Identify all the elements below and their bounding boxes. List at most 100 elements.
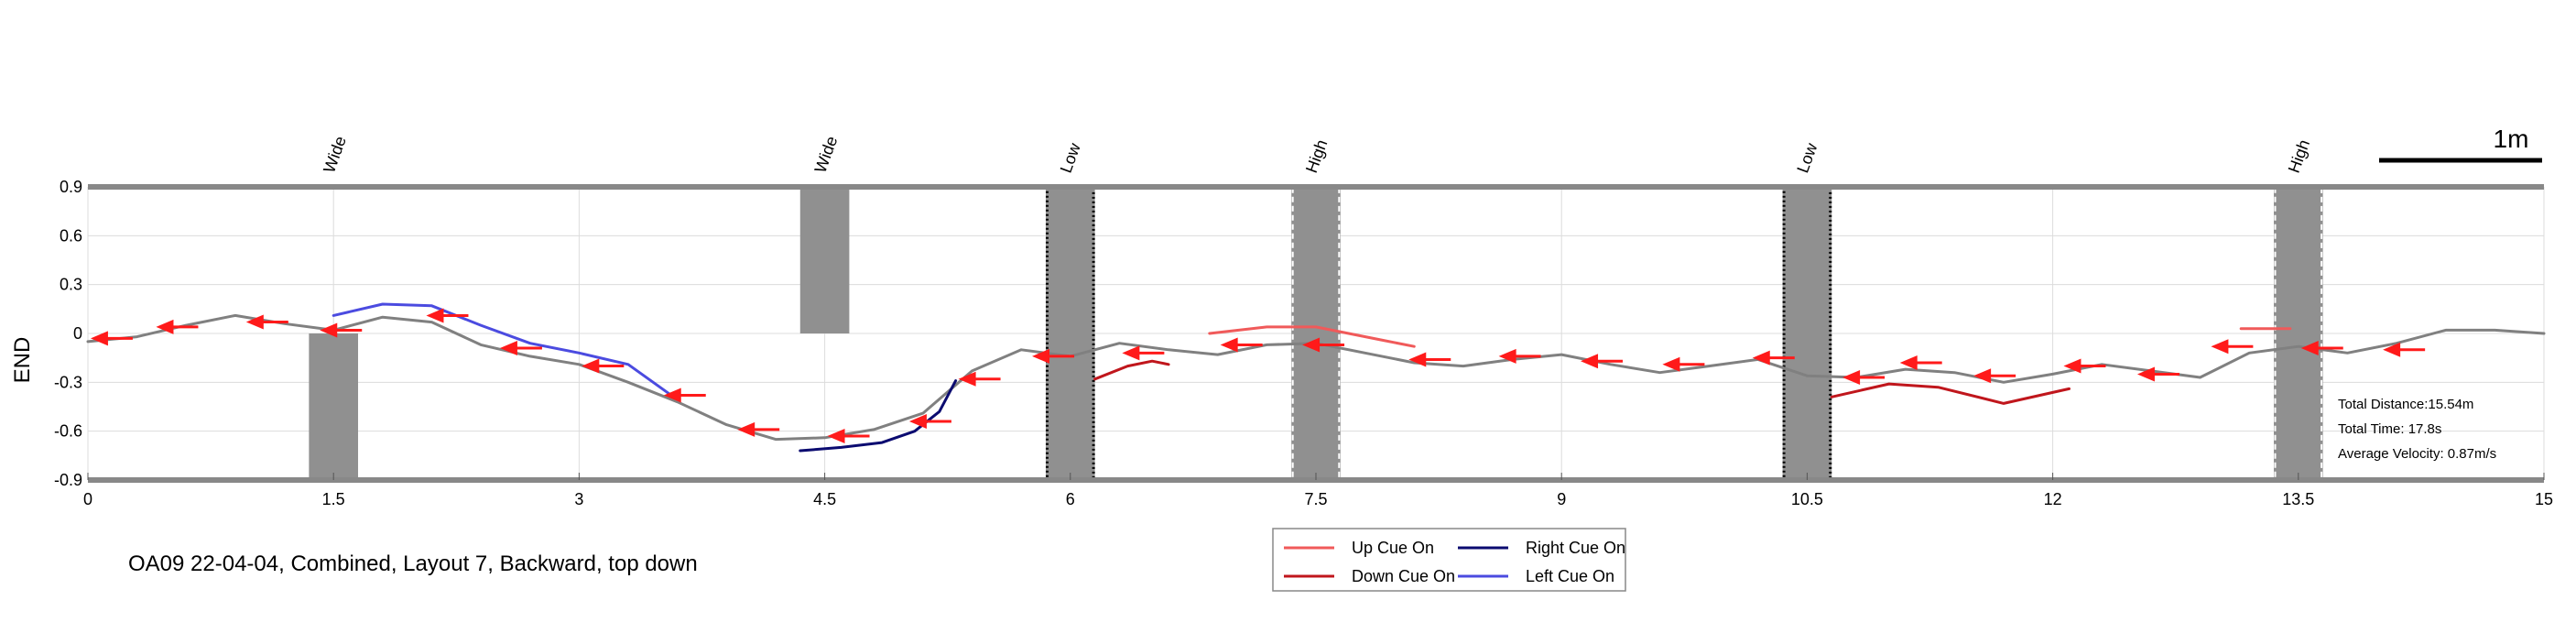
y-tick-label: 0.6	[60, 226, 82, 245]
direction-arrow	[2063, 358, 2106, 374]
y-tick-label: -0.9	[54, 471, 82, 489]
direction-arrow	[156, 319, 199, 334]
x-tick-label: 7.5	[1304, 490, 1327, 508]
direction-arrow	[1122, 345, 1165, 361]
arrow-head	[426, 308, 444, 323]
direction-arrow	[1842, 370, 1886, 385]
direction-arrow	[245, 314, 288, 330]
arrow-head	[1122, 345, 1140, 361]
obstacle-label: Wide	[811, 134, 842, 175]
series-line-down-cue-on	[1830, 382, 2071, 405]
direction-arrow	[1752, 350, 1795, 366]
figure-caption: OA09 22-04-04, Combined, Layout 7, Backw…	[128, 551, 698, 576]
obstacle-rect	[309, 333, 359, 480]
direction-arrow	[827, 429, 870, 443]
direction-arrow	[1899, 355, 1942, 370]
y-tick-label: 0.3	[60, 276, 82, 294]
legend-entry: Left Cue On	[1526, 567, 1614, 585]
arrow-head	[1899, 355, 1918, 370]
direction-arrows	[90, 308, 2426, 443]
x-tick-label: 4.5	[813, 490, 836, 508]
series-line-down-cue-on	[1093, 359, 1170, 381]
x-tick-label: 1.5	[322, 490, 345, 508]
arrow-head	[1662, 356, 1680, 372]
direction-arrow	[320, 322, 363, 338]
direction-arrow	[1662, 356, 1705, 372]
direction-arrow	[1032, 348, 1075, 364]
stat-line: Average Velocity: 0.87m/s	[2338, 446, 2496, 462]
series-line-right-cue-on	[799, 379, 958, 453]
obstacle-rect	[799, 187, 850, 333]
legend-entry: Right Cue On	[1526, 539, 1625, 557]
direction-arrow	[499, 341, 542, 355]
obstacle-rect	[1045, 187, 1095, 480]
arrow-head	[320, 322, 338, 338]
y-axis-label: END	[10, 337, 35, 384]
obstacle-rect	[1291, 187, 1341, 480]
arrow-head	[737, 421, 755, 437]
direction-arrow	[2383, 342, 2426, 357]
legend-entry: Up Cue On	[1352, 539, 1434, 557]
arrow-head	[156, 319, 174, 334]
direction-arrow	[582, 358, 625, 374]
arrow-head	[1032, 348, 1050, 364]
arrow-head	[2300, 341, 2319, 355]
obstacle-label: Low	[1057, 140, 1084, 176]
x-tick-label: 3	[574, 490, 583, 508]
arrow-head	[1302, 337, 1321, 353]
arrow-head	[958, 371, 976, 387]
x-tick-label: 13.5	[2282, 490, 2314, 508]
arrow-head	[1973, 368, 1992, 384]
arrow-head	[1498, 348, 1516, 364]
direction-arrow	[1498, 348, 1541, 364]
arrow-head	[663, 387, 681, 403]
series-line-up-cue-on	[1208, 325, 1416, 348]
direction-arrow	[1302, 337, 1345, 353]
obstacle-label: Wide	[320, 134, 350, 175]
y-tick-label: 0	[73, 324, 82, 343]
arrow-head	[582, 358, 600, 374]
arrow-head	[1752, 350, 1770, 366]
arrow-head	[2136, 366, 2155, 382]
direction-arrow	[2211, 339, 2254, 355]
axis-ticks: 0 1.5 3 4.5 6 7.5 9 10.5 12 13.5 15 0.9 0.6 0.3 0 -0.3 -…	[54, 178, 2553, 508]
arrow-head	[908, 414, 927, 429]
arrow-head	[2063, 358, 2081, 374]
obstacle-label: High	[1302, 137, 1331, 176]
x-tick-label: 0	[83, 490, 92, 508]
direction-arrow	[2300, 341, 2343, 355]
stats-box: Total Distance:15.54m Total Time: 17.8s Av…	[2338, 397, 2496, 462]
x-tick-label: 9	[1557, 490, 1566, 508]
stat-line: Total Time: 17.8s	[2338, 421, 2441, 437]
x-tick-label: 15	[2535, 490, 2553, 508]
x-tick-label: 12	[2044, 490, 2062, 508]
arrow-head	[1842, 370, 1861, 385]
arrow-head	[245, 314, 264, 330]
obstacle-label: High	[2285, 137, 2313, 176]
direction-arrow	[1408, 352, 1451, 367]
direction-arrow	[663, 387, 706, 403]
arrow-head	[2211, 339, 2229, 355]
arrow-head	[90, 331, 108, 346]
scale-bar: 1m	[2379, 125, 2542, 163]
direction-arrow	[908, 414, 951, 429]
legend-box	[1272, 528, 1626, 592]
legend-entry: Down Cue On	[1352, 567, 1455, 585]
y-tick-label: -0.3	[54, 373, 82, 391]
x-tick-label: 10.5	[1791, 490, 1823, 508]
stat-line: Total Distance:15.54m	[2338, 397, 2473, 412]
legend: Up Cue On Right Cue On Down Cue On Left Cue…	[1272, 528, 1626, 592]
arrow-head	[1408, 352, 1427, 367]
scale-bar-label: 1m	[2494, 125, 2529, 153]
y-tick-label: -0.6	[54, 422, 82, 441]
arrow-head	[499, 341, 517, 355]
series-line-left-cue-on	[332, 302, 671, 396]
arrow-head	[1220, 337, 1238, 353]
arrow-head	[827, 429, 845, 443]
obstacle-label: Low	[1793, 140, 1821, 176]
y-tick-label: 0.9	[60, 178, 82, 196]
direction-arrow	[1973, 368, 2016, 384]
obstacle-rect	[2273, 187, 2323, 480]
x-tick-label: 6	[1066, 490, 1075, 508]
